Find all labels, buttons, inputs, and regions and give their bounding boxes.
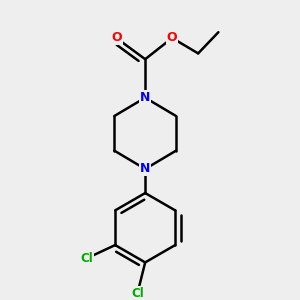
Text: N: N — [140, 163, 150, 176]
Text: Cl: Cl — [131, 287, 144, 300]
Text: N: N — [140, 91, 150, 104]
Text: Cl: Cl — [80, 252, 93, 265]
Text: O: O — [167, 32, 178, 44]
Text: O: O — [111, 32, 122, 44]
